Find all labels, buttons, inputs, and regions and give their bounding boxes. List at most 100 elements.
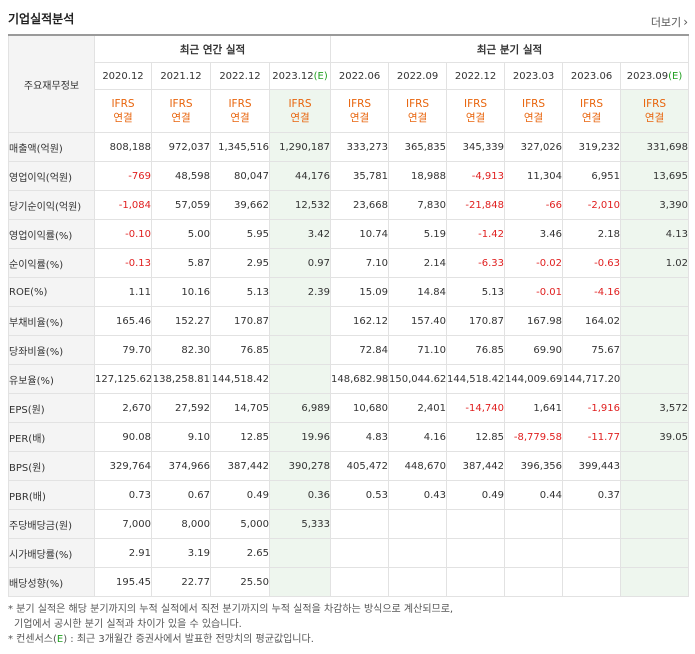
table-row: 당기순이익(억원) -1,084 57,059 39,662 12,532 23,668 7… <box>8 190 690 220</box>
ifrs-label: IFRS <box>228 98 252 110</box>
value-cell: -8,779.58 <box>504 422 564 452</box>
table-row: 배당성향(%) 195.45 22.77 25.50 <box>8 567 690 597</box>
more-label: 더보기 <box>650 16 682 29</box>
value-cell: 144,518.42 <box>210 364 270 394</box>
value-cell: -0.01 <box>504 277 564 307</box>
row-label: BPS(원) <box>8 451 95 481</box>
value-cell: 808,188 <box>94 132 152 162</box>
period-header: 2022.12 <box>446 62 506 90</box>
row-label: PBR(배) <box>8 480 95 510</box>
period-header: 2023.12(E) <box>268 62 332 90</box>
value-cell: -14,740 <box>446 393 506 423</box>
value-cell <box>330 538 390 568</box>
value-cell: 0.73 <box>94 480 152 510</box>
ifrs-label: IFRS <box>463 98 488 110</box>
value-cell: 22.77 <box>151 567 211 597</box>
value-cell: 18,988 <box>388 161 448 191</box>
value-cell: 14,705 <box>210 393 270 423</box>
value-cell: 57,059 <box>151 190 211 220</box>
value-cell: -0.63 <box>562 248 622 278</box>
value-cell: 2.95 <box>210 248 270 278</box>
period-label: 2022.09 <box>396 70 439 82</box>
value-cell: 19.96 <box>268 422 332 452</box>
value-cell: 144,717.20 <box>562 364 622 394</box>
footnote-consensus: * 컨센서스(E) : 최근 3개월간 증권사에서 발표한 전망치의 평균값입니… <box>8 632 688 647</box>
value-cell: 12.85 <box>446 422 506 452</box>
value-cell: 150,044.62 <box>388 364 448 394</box>
value-cell: -0.02 <box>504 248 564 278</box>
value-cell: 44,176 <box>268 161 332 191</box>
ifrs-basis-cell: IFRS 연결 <box>504 89 564 133</box>
value-cell <box>504 567 564 597</box>
value-cell: 90.08 <box>94 422 152 452</box>
value-cell: 0.43 <box>388 480 448 510</box>
period-header: 2022.12 <box>210 62 270 90</box>
value-cell: 195.45 <box>94 567 152 597</box>
period-header: 2021.12 <box>151 62 211 90</box>
table-row: 영업이익률(%) -0.10 5.00 5.95 3.42 10.74 5.19 -1.42 3… <box>8 219 690 249</box>
value-cell: 374,966 <box>151 451 211 481</box>
period-row: 2020.12 2021.12 2022.12 2023.12(E) 2022.06 20… <box>9 62 690 90</box>
consolidated-label: 연결 <box>230 112 250 124</box>
value-cell <box>268 538 332 568</box>
value-cell: 0.97 <box>268 248 332 278</box>
corner-label: 주요재무정보 <box>8 34 95 133</box>
value-cell: 10.74 <box>330 219 390 249</box>
value-cell <box>388 567 448 597</box>
estimate-mark: (E) <box>313 70 328 82</box>
consolidated-label: 연결 <box>581 112 602 124</box>
period-label: 2023.06 <box>570 70 613 82</box>
value-cell: 27,592 <box>151 393 211 423</box>
row-label: 배당성향(%) <box>8 567 95 597</box>
value-cell: 3.19 <box>151 538 211 568</box>
row-label: 주당배당금(원) <box>8 509 95 539</box>
ifrs-label: IFRS <box>642 98 667 110</box>
period-label: 2023.03 <box>512 70 555 82</box>
value-cell: 327,026 <box>504 132 564 162</box>
value-cell: 35,781 <box>330 161 390 191</box>
more-link[interactable]: 더보기 › <box>651 14 688 30</box>
ifrs-basis-cell: IFRS 연결 <box>268 89 332 133</box>
value-cell: -6.33 <box>446 248 506 278</box>
value-cell: 25.50 <box>210 567 270 597</box>
value-cell <box>268 364 332 394</box>
value-cell: 138,258.81 <box>151 364 211 394</box>
value-cell: 76.85 <box>210 335 270 365</box>
value-cell: 39.05 <box>620 422 690 452</box>
period-header: 2023.03 <box>504 62 564 90</box>
value-cell <box>620 277 690 307</box>
value-cell: 162.12 <box>330 306 390 336</box>
table-row: 매출액(억원) 808,188 972,037 1,345,516 1,290,187 3… <box>8 132 690 162</box>
table-row: 시가배당률(%) 2.91 3.19 2.65 <box>8 538 690 568</box>
period-header: 2022.09 <box>388 62 448 90</box>
value-cell <box>330 509 390 539</box>
footnote-consensus-suffix: ) : 최근 3개월간 증권사에서 발표한 전망치의 평균값입니다. <box>63 634 314 645</box>
ifrs-label: IFRS <box>347 98 372 110</box>
value-cell: 9.10 <box>151 422 211 452</box>
period-header: 2023.06 <box>562 62 622 90</box>
value-cell: 1.11 <box>94 277 152 307</box>
value-cell <box>562 567 622 597</box>
table-row: PER(배) 90.08 9.10 12.85 19.96 4.83 4.16 12.85 -8… <box>8 422 690 452</box>
value-cell: 4.83 <box>330 422 390 452</box>
value-cell: 3.46 <box>504 219 564 249</box>
consolidated-label: 연결 <box>407 112 428 124</box>
ifrs-label: IFRS <box>579 98 604 110</box>
value-cell: 167.98 <box>504 306 564 336</box>
value-cell: 5,000 <box>210 509 270 539</box>
row-label: 부채비율(%) <box>8 306 95 336</box>
value-cell: 448,670 <box>388 451 448 481</box>
value-cell <box>504 509 564 539</box>
value-cell: 39,662 <box>210 190 270 220</box>
value-cell: 7,830 <box>388 190 448 220</box>
value-cell: 144,518.42 <box>446 364 506 394</box>
row-label: 영업이익률(%) <box>8 219 95 249</box>
value-cell: 5.13 <box>446 277 506 307</box>
period-label: 2022.12 <box>454 70 497 82</box>
value-cell: 1,641 <box>504 393 564 423</box>
ifrs-label: IFRS <box>111 98 135 110</box>
value-cell: 2.18 <box>562 219 622 249</box>
value-cell: 4.16 <box>388 422 448 452</box>
row-label: PER(배) <box>8 422 95 452</box>
value-cell: 2.39 <box>268 277 332 307</box>
